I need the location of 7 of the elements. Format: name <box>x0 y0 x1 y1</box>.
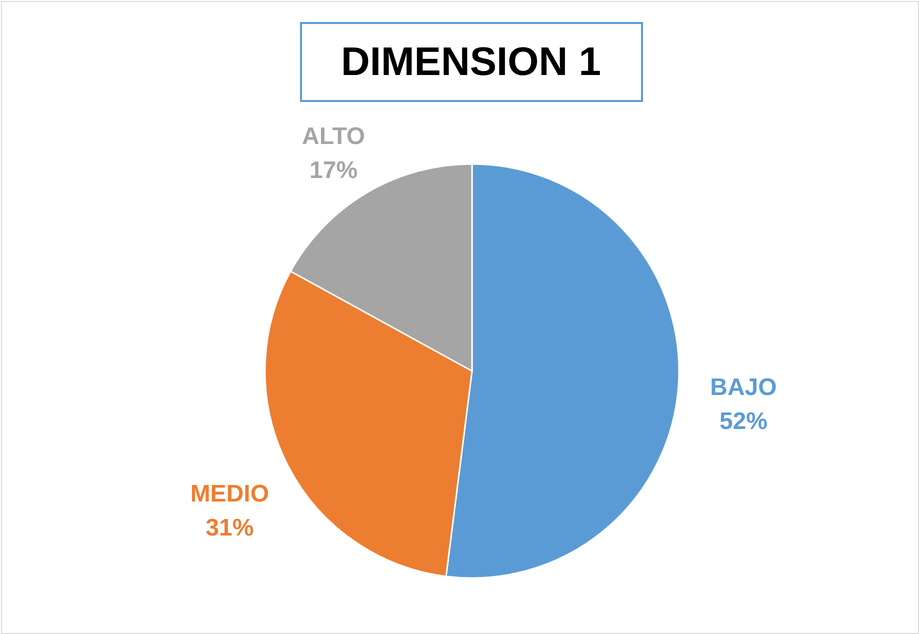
slice-label: ALTO <box>302 122 366 150</box>
slice-label: MEDIO <box>190 480 269 508</box>
chart-title: DIMENSION 1 <box>340 40 602 84</box>
data-label: 31% <box>206 514 254 542</box>
slice-label: BAJO <box>710 374 777 402</box>
data-label: 17% <box>310 156 358 184</box>
data-label: 52% <box>719 408 768 436</box>
